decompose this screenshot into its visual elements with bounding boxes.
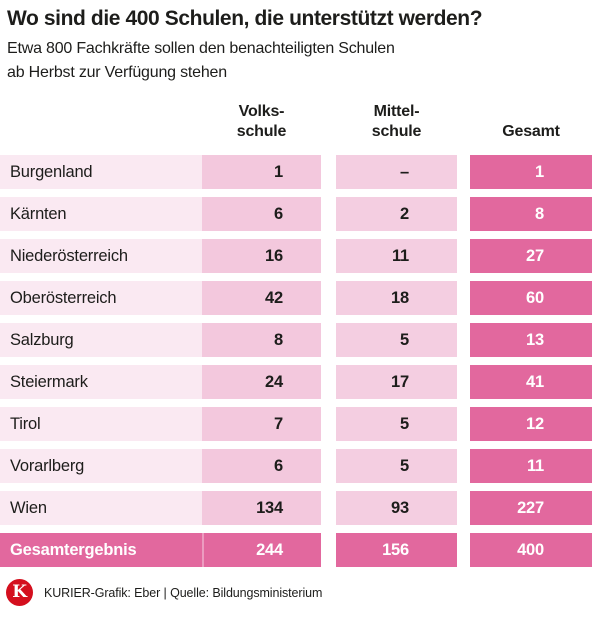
mittelschule-value: 5 <box>336 407 457 441</box>
column-gap <box>457 239 470 273</box>
column-gap <box>457 491 470 525</box>
row-label: Kärnten <box>0 197 202 231</box>
subtitle: Etwa 800 Fachkräfte sollen den benachtei… <box>7 37 616 85</box>
table-row-tirol: Tirol 7 5 12 <box>0 407 592 441</box>
column-gap <box>321 533 336 567</box>
column-gap <box>457 155 470 189</box>
column-header-line: schule <box>371 123 422 140</box>
column-gap <box>457 407 470 441</box>
column-gap <box>321 323 336 357</box>
gesamt-value: 12 <box>470 407 592 441</box>
gesamt-value: 11 <box>470 449 592 483</box>
mittelschule-value: 5 <box>336 323 457 357</box>
row-label: Tirol <box>0 407 202 441</box>
column-header-gesamt: Gesamt <box>470 100 592 142</box>
column-gap <box>457 323 470 357</box>
row-label: Burgenland <box>0 155 202 189</box>
column-header-line: Volks- <box>238 103 285 120</box>
gesamt-value: 1 <box>470 155 592 189</box>
column-gap <box>321 281 336 315</box>
table-row-total: Gesamtergebnis 244 156 400 <box>0 533 592 567</box>
table-row-steiermark: Steiermark 24 17 41 <box>0 365 592 399</box>
table-row-kaernten: Kärnten 6 2 8 <box>0 197 592 231</box>
gesamt-value: 27 <box>470 239 592 273</box>
table-row-niederoesterreich: Niederösterreich 16 11 27 <box>0 239 592 273</box>
column-gap <box>457 449 470 483</box>
table-row-wien: Wien 134 93 227 <box>0 491 592 525</box>
kurier-logo-icon: K <box>6 579 33 606</box>
volksschule-total: 244 <box>202 533 321 567</box>
volksschule-value: 24 <box>202 365 321 399</box>
column-header-line: Mittel- <box>373 103 420 120</box>
kurier-infographic: Wo sind die 400 Schulen, die unterstützt… <box>0 7 616 623</box>
table-row-salzburg: Salzburg 8 5 13 <box>0 323 592 357</box>
volksschule-value: 8 <box>202 323 321 357</box>
table-column-headers: Volks- schule Mittel- schule Gesamt <box>0 100 592 142</box>
mittelschule-value: 5 <box>336 449 457 483</box>
footer: K KURIER-Grafik: Eber | Quelle: Bildungs… <box>6 579 616 606</box>
column-header-line: Gesamt <box>502 123 560 140</box>
page-title: Wo sind die 400 Schulen, die unterstützt… <box>7 7 483 30</box>
credit-line: KURIER-Grafik: Eber | Quelle: Bildungsmi… <box>44 585 323 600</box>
mittelschule-value: 17 <box>336 365 457 399</box>
gesamt-total: 400 <box>470 533 592 567</box>
mittelschule-value: 18 <box>336 281 457 315</box>
row-label: Wien <box>0 491 202 525</box>
column-gap <box>457 281 470 315</box>
volksschule-value: 6 <box>202 197 321 231</box>
volksschule-value: 134 <box>202 491 321 525</box>
mittelschule-value: 11 <box>336 239 457 273</box>
mittelschule-value: 93 <box>336 491 457 525</box>
column-gap <box>321 407 336 441</box>
column-gap <box>321 365 336 399</box>
column-gap <box>457 197 470 231</box>
mittelschule-total: 156 <box>336 533 457 567</box>
mittelschule-value: 2 <box>336 197 457 231</box>
volksschule-value: 16 <box>202 239 321 273</box>
column-gap <box>457 365 470 399</box>
gesamt-value: 60 <box>470 281 592 315</box>
column-header-mittelschule: Mittel- schule <box>336 100 457 142</box>
subtitle-line-2: ab Herbst zur Verfügung stehen <box>7 64 227 81</box>
volksschule-value: 7 <box>202 407 321 441</box>
row-label: Salzburg <box>0 323 202 357</box>
volksschule-value: 42 <box>202 281 321 315</box>
table-row-vorarlberg: Vorarlberg 6 5 11 <box>0 449 592 483</box>
gesamt-value: 41 <box>470 365 592 399</box>
table-row-oberoesterreich: Oberösterreich 42 18 60 <box>0 281 592 315</box>
row-label: Oberösterreich <box>0 281 202 315</box>
column-gap <box>321 155 336 189</box>
row-label: Niederösterreich <box>0 239 202 273</box>
column-gap <box>321 449 336 483</box>
column-gap <box>321 197 336 231</box>
subtitle-line-1: Etwa 800 Fachkräfte sollen den benachtei… <box>7 40 395 57</box>
column-gap <box>321 491 336 525</box>
table-row-burgenland: Burgenland 1 – 1 <box>0 155 592 189</box>
volksschule-value: 6 <box>202 449 321 483</box>
row-label: Vorarlberg <box>0 449 202 483</box>
row-label: Steiermark <box>0 365 202 399</box>
gesamt-value: 227 <box>470 491 592 525</box>
volksschule-value: 1 <box>202 155 321 189</box>
gesamt-value: 8 <box>470 197 592 231</box>
total-row-label: Gesamtergebnis <box>0 533 202 567</box>
data-table: Burgenland 1 – 1 Kärnten 6 2 8 Niederöst… <box>0 155 616 567</box>
column-gap <box>457 533 470 567</box>
kurier-logo-letter: K <box>12 582 27 602</box>
column-header-line: schule <box>236 123 287 140</box>
column-header-volksschule: Volks- schule <box>202 100 321 142</box>
column-gap <box>321 239 336 273</box>
mittelschule-value: – <box>336 155 457 189</box>
gesamt-value: 13 <box>470 323 592 357</box>
